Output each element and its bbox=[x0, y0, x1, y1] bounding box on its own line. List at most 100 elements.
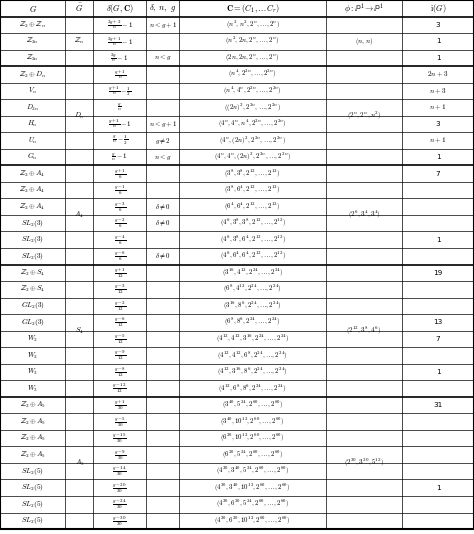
Text: $(4^n,4^n,n^4,2^{2n},\ldots,2^{2n})$: $(4^n,4^n,n^4,2^{2n},\ldots,2^{2n})$ bbox=[219, 118, 287, 130]
Text: $\frac{g+1}{n}$: $\frac{g+1}{n}$ bbox=[114, 68, 126, 81]
Text: $\frac{g-30}{30}$: $\frac{g-30}{30}$ bbox=[112, 514, 127, 528]
Text: $\mathbb{Z}_2\oplus A_4$: $\mathbb{Z}_2\oplus A_4$ bbox=[19, 185, 46, 195]
Text: $\frac{g+1}{n}-1$: $\frac{g+1}{n}-1$ bbox=[108, 118, 132, 130]
Text: $H_n$: $H_n$ bbox=[27, 119, 38, 129]
Text: $\delta\neq 0$: $\delta\neq 0$ bbox=[155, 218, 170, 228]
Text: $2n+3$: $2n+3$ bbox=[428, 70, 448, 79]
Text: $n<g+1$: $n<g+1$ bbox=[148, 119, 177, 129]
Text: $W_3$: $W_3$ bbox=[27, 383, 38, 394]
Text: $SL_2(3)$: $SL_2(3)$ bbox=[21, 251, 44, 262]
Text: $(4^{12},6^8,8^6,2^{24},\ldots,2^{24})$: $(4^{12},6^8,8^6,2^{24},\ldots,2^{24})$ bbox=[219, 382, 287, 395]
Text: $\frac{g}{n}$: $\frac{g}{n}$ bbox=[117, 102, 122, 113]
Text: $\mathbb{Z}_2\oplus A_4$: $\mathbb{Z}_2\oplus A_4$ bbox=[19, 169, 46, 179]
Text: $(4^6,6^4,6^4,2^{12},\ldots,2^{12})$: $(4^6,6^4,6^4,2^{12},\ldots,2^{12})$ bbox=[219, 250, 286, 262]
Text: 7: 7 bbox=[436, 170, 440, 177]
Text: $(3^{40},10^{12},2^{60},\ldots,2^{60})$: $(3^{40},10^{12},2^{60},\ldots,2^{60})$ bbox=[220, 415, 285, 428]
Text: $SL_2(3)$: $SL_2(3)$ bbox=[21, 218, 44, 229]
Text: $\frac{2g+1}{n}-1$: $\frac{2g+1}{n}-1$ bbox=[107, 35, 133, 48]
Text: $V_n$: $V_n$ bbox=[28, 86, 37, 96]
Text: $\mathbb{Z}_2\oplus S_4$: $\mathbb{Z}_2\oplus S_4$ bbox=[20, 284, 46, 294]
Text: $(n^2,n^2,2^n,\ldots,2^n)$: $(n^2,n^2,2^n,\ldots,2^n)$ bbox=[226, 19, 280, 31]
Text: $((2n)^2,2^{2n},\ldots,2^{2n})$: $((2n)^2,2^{2n},\ldots,2^{2n})$ bbox=[224, 101, 281, 114]
Text: $\mathbb{Z}_{2n}$: $\mathbb{Z}_{2n}$ bbox=[26, 36, 39, 46]
Text: 1: 1 bbox=[436, 38, 440, 44]
Text: $\delta,\ n,\ g$: $\delta,\ n,\ g$ bbox=[149, 2, 176, 14]
Text: $(6^8,4^{12},2^{24},\ldots,2^{24})$: $(6^8,4^{12},2^{24},\ldots,2^{24})$ bbox=[223, 283, 282, 295]
Text: $G_n$: $G_n$ bbox=[27, 152, 38, 162]
Text: $W_2$: $W_2$ bbox=[27, 334, 38, 344]
Text: $\frac{g-2}{12}$: $\frac{g-2}{12}$ bbox=[114, 299, 126, 313]
Text: $\frac{g}{n}-\frac{1}{2}$: $\frac{g}{n}-\frac{1}{2}$ bbox=[112, 134, 128, 147]
Text: $(4^{12},4^{12},3^{16},2^{24},\ldots,2^{24})$: $(4^{12},4^{12},3^{16},2^{24},\ldots,2^{… bbox=[216, 333, 289, 345]
Text: $\frac{g+1}{12}$: $\frac{g+1}{12}$ bbox=[114, 266, 126, 280]
Text: $\frac{g-12}{12}$: $\frac{g-12}{12}$ bbox=[112, 382, 127, 396]
Text: $\frac{g-3}{6}$: $\frac{g-3}{6}$ bbox=[114, 200, 126, 214]
Text: $(6^{20},5^{24},2^{60},\ldots,2^{60})$: $(6^{20},5^{24},2^{60},\ldots,2^{60})$ bbox=[222, 449, 283, 461]
Text: $\frac{g-2}{6}$: $\frac{g-2}{6}$ bbox=[114, 216, 126, 230]
Text: $\phi:\mathbb{P}^1\!\to\!\mathbb{P}^1$: $\phi:\mathbb{P}^1\!\to\!\mathbb{P}^1$ bbox=[344, 1, 384, 16]
Text: $(4^{30},6^{20},10^{12},2^{60},\ldots,2^{60})$: $(4^{30},6^{20},10^{12},2^{60},\ldots,2^… bbox=[214, 515, 291, 527]
Text: $(3^8,3^8,2^{12},\ldots,2^{12})$: $(3^8,3^8,2^{12},\ldots,2^{12})$ bbox=[225, 168, 281, 179]
Text: $\frac{g}{n}-1$: $\frac{g}{n}-1$ bbox=[111, 152, 128, 162]
Text: $\frac{g-14}{30}$: $\frac{g-14}{30}$ bbox=[112, 464, 127, 478]
Text: $(n,n)$: $(n,n)$ bbox=[355, 36, 373, 47]
Text: $(3^{16},8^6,2^{24},\ldots,2^{24})$: $(3^{16},8^6,2^{24},\ldots,2^{24})$ bbox=[223, 300, 282, 312]
Text: $(3^8,6^4,2^{12},\ldots,2^{12})$: $(3^8,6^4,2^{12},\ldots,2^{12})$ bbox=[225, 184, 281, 196]
Text: $(2^6,3^4,3^4)$: $(2^6,3^4,3^4)$ bbox=[347, 209, 381, 221]
Text: $\frac{g-5}{30}$: $\frac{g-5}{30}$ bbox=[114, 414, 126, 428]
Text: $(3^{40},5^{24},2^{60},\ldots,2^{60})$: $(3^{40},5^{24},2^{60},\ldots,2^{60})$ bbox=[222, 399, 283, 411]
Text: $\mathbb{Z}_2\oplus\mathbb{Z}_n$: $\mathbb{Z}_2\oplus\mathbb{Z}_n$ bbox=[19, 20, 46, 30]
Text: $\mathrm{i}(G)$: $\mathrm{i}(G)$ bbox=[430, 2, 446, 15]
Text: $\frac{g-6}{6}$: $\frac{g-6}{6}$ bbox=[114, 249, 126, 263]
Text: $\frac{g-3}{12}$: $\frac{g-3}{12}$ bbox=[114, 282, 126, 296]
Text: $(6^4,6^4,2^{12},\ldots,2^{12})$: $(6^4,6^4,2^{12},\ldots,2^{12})$ bbox=[225, 201, 281, 213]
Text: 13: 13 bbox=[433, 319, 443, 325]
Text: $n<g$: $n<g$ bbox=[154, 153, 171, 162]
Text: $(n^4,4^n,2^{2n},\ldots,2^{2n})$: $(n^4,4^n,2^{2n},\ldots,2^{2n})$ bbox=[223, 85, 282, 97]
Text: $\mathbf{C}=(C_1,\ldots C_r)$: $\mathbf{C}=(C_1,\ldots C_r)$ bbox=[226, 2, 280, 15]
Text: $\frac{g+1}{30}$: $\frac{g+1}{30}$ bbox=[114, 398, 126, 412]
Text: $(4^{30},3^{40},10^{12},2^{60},\ldots,2^{60})$: $(4^{30},3^{40},10^{12},2^{60},\ldots,2^… bbox=[214, 482, 291, 494]
Text: $(2^{30},3^{20},5^{12})$: $(2^{30},3^{20},5^{12})$ bbox=[344, 457, 384, 469]
Text: $n<g+1$: $n<g+1$ bbox=[148, 20, 177, 30]
Text: $A_5$: $A_5$ bbox=[74, 458, 84, 468]
Text: $(6^8,8^6,2^{24},\ldots,2^{24})$: $(6^8,8^6,2^{24},\ldots,2^{24})$ bbox=[225, 316, 281, 328]
Text: $SL_2(5)$: $SL_2(5)$ bbox=[21, 466, 44, 477]
Text: $D_{2n}$: $D_{2n}$ bbox=[26, 103, 39, 113]
Text: $(4^{12},3^{16},8^6,2^{24},\ldots,2^{24})$: $(4^{12},3^{16},8^6,2^{24},\ldots,2^{24}… bbox=[217, 366, 288, 378]
Text: $\frac{g-6}{12}$: $\frac{g-6}{12}$ bbox=[114, 316, 126, 329]
Text: $\frac{g-1}{6}$: $\frac{g-1}{6}$ bbox=[114, 183, 126, 197]
Text: $(6^{20},10^{12},2^{60},\ldots,2^{60})$: $(6^{20},10^{12},2^{60},\ldots,2^{60})$ bbox=[220, 432, 285, 444]
Text: $U_n$: $U_n$ bbox=[28, 136, 37, 146]
Text: 31: 31 bbox=[433, 402, 443, 408]
Text: 3: 3 bbox=[436, 22, 440, 28]
Text: $\frac{g-20}{30}$: $\frac{g-20}{30}$ bbox=[112, 481, 127, 494]
Text: $\mathbb{Z}_2\oplus A_4$: $\mathbb{Z}_2\oplus A_4$ bbox=[19, 201, 46, 212]
Text: $\delta(G,\mathbf{C})$: $\delta(G,\mathbf{C})$ bbox=[106, 2, 134, 15]
Text: $n+1$: $n+1$ bbox=[429, 136, 447, 145]
Text: $(n^2,2n,2^n,\ldots,2^n)$: $(n^2,2n,2^n,\ldots,2^n)$ bbox=[226, 35, 280, 48]
Text: $G$: $G$ bbox=[28, 3, 37, 14]
Text: $\mathbb{Z}_2\oplus A_5$: $\mathbb{Z}_2\oplus A_5$ bbox=[19, 417, 46, 427]
Text: $n+1$: $n+1$ bbox=[429, 103, 447, 112]
Text: 1: 1 bbox=[436, 485, 440, 491]
Text: $A_4$: $A_4$ bbox=[74, 210, 84, 220]
Text: $\mathbb{Z}_n$: $\mathbb{Z}_n$ bbox=[74, 36, 84, 46]
Text: $n<g$: $n<g$ bbox=[154, 53, 171, 62]
Text: $\frac{g+1}{6}$: $\frac{g+1}{6}$ bbox=[114, 167, 126, 180]
Text: $\delta\neq 0$: $\delta\neq 0$ bbox=[155, 252, 170, 261]
Text: $(2n,2n,2^n,\ldots,2^n)$: $(2n,2n,2^n,\ldots,2^n)$ bbox=[226, 52, 280, 64]
Text: $\mathbb{Z}_{2n}$: $\mathbb{Z}_{2n}$ bbox=[26, 53, 39, 63]
Text: $\delta\neq 0$: $\delta\neq 0$ bbox=[155, 202, 170, 211]
Text: $(4^n,4^n,(2n)^2,2^{2n},\ldots,2^{2n})$: $(4^n,4^n,(2n)^2,2^{2n},\ldots,2^{2n})$ bbox=[214, 151, 291, 163]
Text: $(4^6,3^8,6^4,2^{12},\ldots,2^{12})$: $(4^6,3^8,6^4,2^{12},\ldots,2^{12})$ bbox=[219, 234, 286, 246]
Text: $\mathbb{Z}_2\oplus A_5$: $\mathbb{Z}_2\oplus A_5$ bbox=[19, 400, 46, 410]
Text: $GL_2(3)$: $GL_2(3)$ bbox=[21, 317, 45, 328]
Text: $W_2$: $W_2$ bbox=[27, 350, 38, 360]
Text: $\frac{g-8}{12}$: $\frac{g-8}{12}$ bbox=[114, 365, 126, 379]
Text: $(4^{30},6^{20},5^{24},2^{60},\ldots,2^{60})$: $(4^{30},6^{20},5^{24},2^{60},\ldots,2^{… bbox=[216, 498, 289, 511]
Text: $\frac{g-15}{30}$: $\frac{g-15}{30}$ bbox=[112, 431, 127, 445]
Text: $n+3$: $n+3$ bbox=[429, 87, 447, 96]
Text: $\frac{2g}{n}-1$: $\frac{2g}{n}-1$ bbox=[110, 52, 129, 64]
Text: $\frac{g-9}{12}$: $\frac{g-9}{12}$ bbox=[114, 349, 126, 363]
